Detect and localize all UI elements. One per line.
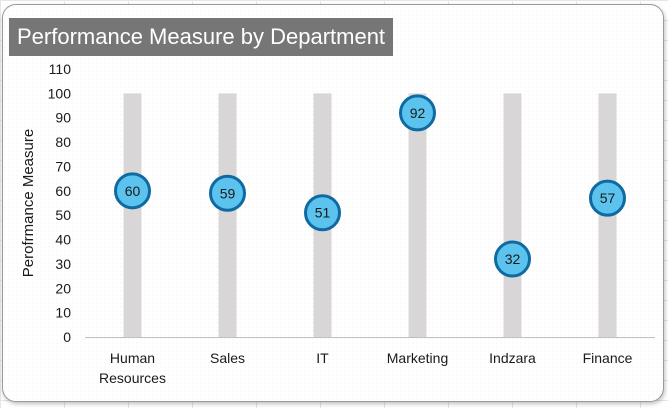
y-tick-label: 80 [55, 134, 71, 150]
y-axis-title: Perofrmance Measure [20, 129, 37, 277]
max-bar [503, 93, 522, 337]
data-point-marker [494, 240, 531, 278]
data-point-marker [114, 172, 151, 210]
chart-title: Performance Measure by Department [9, 18, 394, 56]
y-tick-label: 50 [55, 207, 71, 223]
y-tick-label: 10 [55, 305, 71, 321]
y-tick-label: 30 [55, 256, 71, 272]
y-tick-label: 20 [55, 280, 71, 296]
data-label: 32 [505, 251, 521, 267]
y-tick-label: 90 [55, 110, 71, 126]
x-category-label: Finance [583, 350, 633, 366]
y-tick-label: 0 [63, 329, 71, 345]
y-tick-label: 70 [55, 158, 71, 174]
data-label: 59 [220, 185, 236, 201]
data-point-marker [589, 179, 626, 217]
x-category-label: Indzara [489, 350, 536, 366]
data-point-marker [304, 194, 341, 232]
y-tick-label: 40 [55, 232, 71, 248]
y-tick-label: 110 [49, 61, 72, 77]
data-point-marker [399, 94, 436, 132]
max-bar [218, 93, 237, 337]
x-category-label: IT [316, 350, 329, 366]
data-label: 51 [315, 205, 331, 221]
chart-plot: 0 10 20 30 40 50 60 70 80 90 100 110 Perofrmance Mea… [20, 61, 655, 386]
data-point-marker [209, 174, 246, 212]
max-bar [408, 93, 427, 337]
y-tick-label: 60 [55, 183, 71, 199]
data-label: 57 [600, 190, 616, 206]
x-category-label: Sales [210, 350, 245, 366]
data-label: 60 [125, 183, 141, 199]
x-category-label: Marketing [387, 350, 448, 366]
x-category-label: Resources [99, 370, 166, 386]
x-category-label: Human [110, 350, 155, 366]
data-label: 92 [410, 105, 426, 121]
chart-area[interactable]: Performance Measure by Department 0 10 20 3… [2, 4, 664, 402]
y-tick-label: 100 [48, 85, 72, 101]
max-bar [123, 93, 142, 337]
